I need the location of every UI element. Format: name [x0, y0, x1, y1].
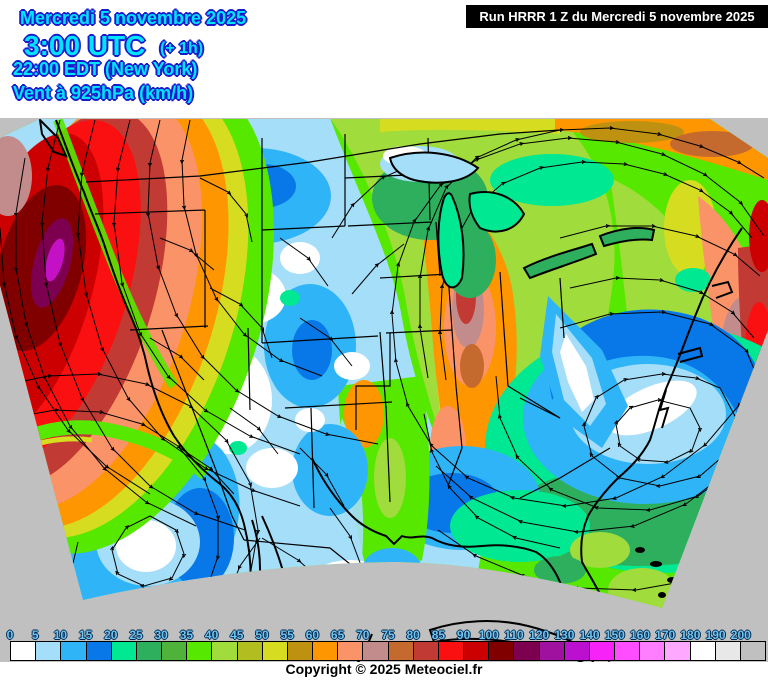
colorbar-labels: 0 5 10 15 20 25 30 35 40 45 50 55 60 65 70 75 80 85 90 100 1… [0, 628, 768, 642]
colorbar-box [514, 641, 540, 661]
colorbar-box [489, 641, 515, 661]
colorbar-tick-label: 170 [655, 628, 676, 642]
copyright: Copyright © 2025 Meteociel.fr [285, 661, 483, 677]
colorbar-box [111, 641, 137, 661]
utc-time-label: 3:00 UTC [24, 30, 146, 61]
colorbar-tick-label: 110 [504, 628, 524, 642]
colorbar-box [136, 641, 163, 661]
colorbar-tick-label: 40 [204, 628, 219, 642]
colorbar-tick-label: 200 [730, 628, 751, 642]
weather-map [0, 118, 768, 662]
colorbar-tick-label: 85 [431, 628, 446, 642]
colorbar-box [10, 641, 37, 661]
colorbar-box [363, 641, 389, 661]
run-banner: Run HRRR 1 Z du Mercredi 5 novembre 2025 [466, 5, 768, 28]
colorbar-box [413, 641, 439, 661]
parameter-label: Vent à 925hPa (km/h) [13, 83, 194, 103]
colorbar-tick-label: 50 [255, 628, 269, 642]
header: Mercredi 5 novembre 2025 3:00 UTC (+ 1h)… [0, 0, 768, 118]
colorbar-box [262, 641, 288, 661]
colorbar-tick-label: 60 [305, 628, 320, 642]
local-time-label: 22:00 EDT (New York) [13, 59, 198, 79]
colorbar-box [212, 641, 238, 661]
colorbar-box [740, 641, 767, 661]
colorbar-box [690, 641, 716, 661]
forecast-offset-label: (+ 1h) [160, 40, 204, 57]
colorbar-tick-label: 30 [154, 628, 168, 642]
wind-field [0, 119, 768, 608]
date-label: Mercredi 5 novembre 2025 [20, 8, 247, 28]
colorbar-box [187, 641, 213, 661]
colorbar-tick-label: 15 [78, 628, 93, 642]
colorbar-tick-label: 65 [330, 628, 345, 642]
colorbar-tick-label: 55 [280, 628, 294, 642]
colorbar-box [564, 641, 590, 661]
colorbar-box [589, 641, 616, 661]
colorbar-box [640, 641, 666, 661]
colorbar-box [313, 641, 339, 661]
colorbar-tick-label: 25 [129, 628, 143, 642]
state-borders [85, 129, 611, 608]
colorbar-box [287, 641, 314, 661]
colorbar-box [36, 641, 62, 661]
colorbar-box [86, 641, 112, 661]
colorbar-tick-label: 130 [554, 628, 575, 642]
colorbar-tick-label: 0 [6, 628, 14, 642]
coastlines [38, 119, 743, 608]
colorbar-box [438, 641, 465, 661]
colorbar-tick-label: 150 [604, 628, 625, 642]
colorbar-box [715, 641, 741, 661]
colorbar-tick-label: 80 [406, 628, 420, 642]
colorbar-tick-label: 35 [179, 628, 194, 642]
colorbar-tick-label: 140 [579, 628, 600, 642]
colorbar-box [338, 641, 364, 661]
colorbar-tick-label: 20 [104, 628, 118, 642]
colorbar-box [665, 641, 691, 661]
colorbar-tick-label: 90 [456, 628, 471, 642]
colorbar-tick-label: 10 [53, 628, 68, 642]
colorbar-tick-label: 75 [381, 628, 395, 642]
colorbar-tick-label: 5 [31, 628, 39, 642]
colorbar-box [539, 641, 565, 661]
colorbar-tick-label: 100 [478, 628, 499, 642]
colorbar-box [464, 641, 490, 661]
colorbar [10, 641, 767, 661]
colorbar-box [162, 641, 188, 661]
colorbar-tick-label: 190 [705, 628, 726, 642]
colorbar-box [388, 641, 414, 661]
colorbar-tick-label: 180 [680, 628, 701, 642]
colorbar-tick-label: 120 [529, 628, 550, 642]
colorbar-tick-label: 45 [230, 628, 244, 642]
colorbar-tick-label: 70 [356, 628, 370, 642]
colorbar-tick-label: 160 [629, 628, 651, 642]
colorbar-box [615, 641, 641, 661]
colorbar-box [61, 641, 87, 661]
colorbar-box [237, 641, 263, 661]
